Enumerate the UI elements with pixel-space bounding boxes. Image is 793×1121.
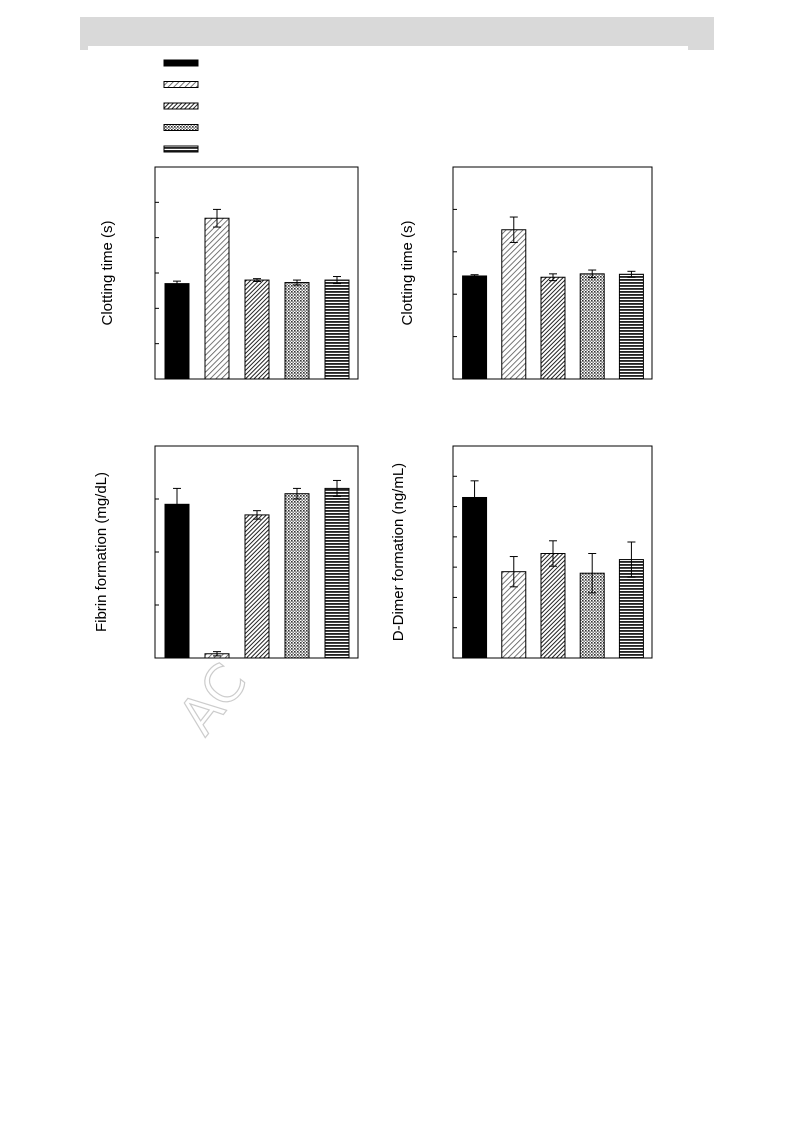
- bar-4: [579, 273, 605, 380]
- bar-3: [540, 553, 566, 659]
- y-axis-label: Clotting time (s): [99, 220, 116, 325]
- bar-2: [501, 571, 527, 659]
- legend-swatch-diag-dark: [163, 102, 199, 110]
- bar-5: [618, 273, 644, 380]
- bar-3: [540, 276, 566, 380]
- bar-2: [501, 229, 527, 380]
- watermark: AC: [168, 653, 259, 746]
- header-bar-divider: [88, 46, 688, 50]
- bar-3: [244, 279, 270, 380]
- chart-panel-2: Clotting time (s): [399, 166, 653, 380]
- bar-1: [462, 275, 488, 380]
- bar-3: [244, 514, 270, 659]
- charts: Clotting time (s) Clotting time (s) Fibrin…: [93, 166, 653, 659]
- header-bar: [80, 17, 714, 50]
- bar-5: [324, 487, 350, 659]
- legend-swatch-diag-light: [163, 81, 199, 88]
- chart-panel-3: Fibrin formation (mg/dL): [93, 445, 359, 659]
- bar-4: [284, 493, 310, 659]
- bar-1: [164, 283, 190, 380]
- bar-2: [204, 217, 230, 380]
- bar-1: [462, 496, 488, 659]
- legend-swatch-horizontal: [163, 145, 199, 153]
- chart-panel-4: D-Dimer formation (ng/mL): [390, 445, 653, 659]
- bar-5: [324, 279, 350, 380]
- y-axis-label: Clotting time (s): [399, 220, 416, 325]
- chart-panel-1: Clotting time (s): [99, 166, 359, 380]
- bar-1: [164, 503, 190, 659]
- legend-swatch-dots: [163, 124, 199, 131]
- y-axis-label: Fibrin formation (mg/dL): [93, 472, 110, 632]
- y-axis-label: D-Dimer formation (ng/mL): [390, 463, 407, 641]
- legend: [163, 59, 199, 153]
- bar-4: [284, 282, 310, 380]
- legend-swatch-solid: [163, 59, 199, 67]
